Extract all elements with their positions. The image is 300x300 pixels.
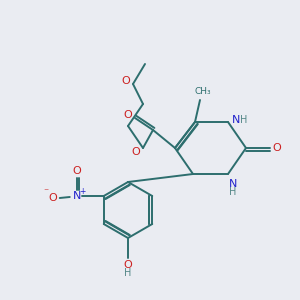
Text: ⁻: ⁻ (43, 187, 48, 197)
Text: CH₃: CH₃ (195, 88, 211, 97)
Text: H: H (124, 268, 132, 278)
Text: +: + (80, 187, 86, 196)
Text: O: O (48, 193, 57, 203)
Text: N: N (229, 179, 237, 189)
Text: N: N (73, 191, 81, 201)
Text: N: N (232, 115, 240, 125)
Text: O: O (124, 110, 132, 120)
Text: O: O (122, 76, 130, 86)
Text: H: H (229, 187, 237, 197)
Text: O: O (72, 166, 81, 176)
Text: H: H (240, 115, 248, 125)
Text: O: O (132, 147, 140, 157)
Text: O: O (124, 260, 132, 270)
Text: O: O (273, 143, 281, 153)
